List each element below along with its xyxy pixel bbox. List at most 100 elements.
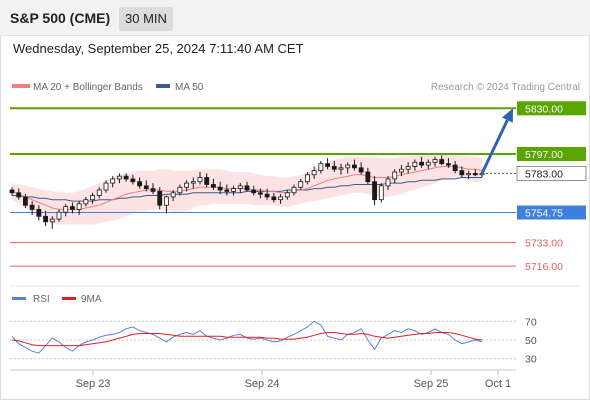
level-label: 5733.00 [525, 238, 563, 250]
candle-body [110, 178, 116, 184]
candle-body [150, 188, 156, 192]
candle-body [23, 196, 28, 206]
rsi-ma-line [11, 332, 483, 347]
candle-body [278, 196, 283, 201]
candle-body [432, 159, 438, 163]
x-tick-label: Sep 24 [245, 378, 280, 390]
ma50-line [12, 177, 482, 202]
rsi-ma-legend-swatch [62, 297, 76, 300]
candle-body [36, 208, 42, 217]
instrument-title: S&P 500 (CME) [10, 10, 111, 26]
candle-body [452, 164, 458, 172]
candle-body [311, 170, 317, 176]
candle-body [217, 186, 223, 191]
x-tick-label: Sep 23 [76, 378, 111, 390]
candle-body [466, 172, 471, 176]
candle-body [244, 185, 250, 191]
rsi-tick-label: 30 [525, 354, 537, 366]
candle-body [224, 189, 230, 192]
rsi-ma-legend-label: 9MA [81, 294, 102, 305]
rsi-legend-swatch [12, 297, 26, 300]
candle-body [271, 196, 277, 201]
rsi-tick-label: 50 [525, 335, 537, 347]
candle-body [284, 192, 290, 198]
candle-body [372, 181, 377, 201]
ma20-legend-label: MA 20 + Bollinger Bands [33, 82, 143, 93]
credit-label: Research © 2024 Trading Central [431, 82, 580, 93]
candle-body [237, 185, 243, 190]
candle-body [419, 161, 424, 166]
candle-body [184, 182, 189, 188]
x-tick-label: Sep 25 [414, 378, 449, 390]
candle-body [63, 206, 69, 213]
candle-body [399, 168, 404, 173]
price-panel: 5830.00 5797.00 5783.00 5754.75 5733.00 5716.… [9, 101, 587, 273]
candle-body [16, 192, 22, 198]
candle-body [331, 166, 337, 170]
level-label: 5754.75 [525, 208, 563, 220]
candle-body [190, 181, 196, 184]
candle-body [405, 166, 411, 170]
ma50-legend-swatch [156, 84, 170, 88]
candle-body [345, 164, 351, 169]
candle-body [103, 182, 109, 191]
candle-body [211, 184, 216, 188]
candle-body [29, 204, 35, 210]
candle-body [305, 174, 310, 183]
candle-body [123, 175, 129, 180]
candle-body [70, 206, 75, 210]
x-tick-label: Oct 1 [485, 378, 511, 390]
level-label-bg [517, 101, 586, 116]
candle-body [358, 167, 364, 173]
rsi-line [11, 320, 483, 354]
candle-body [251, 189, 257, 194]
level-label: 5830.00 [525, 103, 563, 115]
candle-body [459, 170, 465, 176]
candle-body [49, 218, 55, 223]
candle-body [258, 192, 263, 195]
level-label: 5716.00 [525, 261, 563, 273]
candle-body [117, 175, 122, 180]
candle-body [137, 181, 142, 187]
candle-body [446, 163, 451, 166]
candle-body [43, 215, 48, 223]
candle-body [338, 167, 344, 170]
candle-body [439, 159, 445, 165]
candle-body [472, 172, 478, 176]
candle-body [352, 164, 357, 169]
top-bar: S&P 500 (CME) 30 MIN [0, 0, 590, 36]
last-price-label-bg [516, 165, 587, 181]
candle-body [365, 171, 371, 183]
candle-body [90, 195, 95, 201]
candle-body [83, 199, 89, 205]
candle-body [291, 186, 297, 194]
forecast-arrow-head [502, 108, 513, 123]
ma50-legend-label: MA 50 [175, 82, 204, 93]
candle-body [177, 186, 183, 194]
x-axis: Sep 23 Sep 24 Sep 25 Oct 1 [76, 370, 511, 390]
candle-body [204, 177, 210, 185]
datetime-label: Wednesday, September 25, 2024 7:11:40 AM… [13, 41, 304, 56]
rsi-tick-label: 70 [525, 316, 537, 328]
candle-body [412, 161, 418, 167]
rsi-panel: 30 50 70 [10, 316, 537, 366]
candle-body [231, 188, 236, 192]
level-label-bg [517, 147, 586, 161]
candle-body [130, 178, 136, 183]
candle-body [197, 177, 203, 183]
last-price-label: 5783.00 [525, 168, 563, 180]
candle-body [385, 178, 391, 187]
ma20-legend-swatch [12, 84, 30, 88]
timeframe-button[interactable]: 30 MIN [119, 7, 173, 31]
candle-body [392, 171, 398, 180]
candle-body [76, 203, 82, 210]
candle-body [378, 185, 384, 201]
level-label-bg [517, 205, 586, 220]
candle-body [170, 192, 176, 198]
rsi-legend-label: RSI [33, 294, 50, 305]
candle-body [157, 190, 163, 206]
candle-body [9, 189, 15, 194]
candle-body [164, 196, 169, 206]
candle-body [56, 211, 62, 220]
